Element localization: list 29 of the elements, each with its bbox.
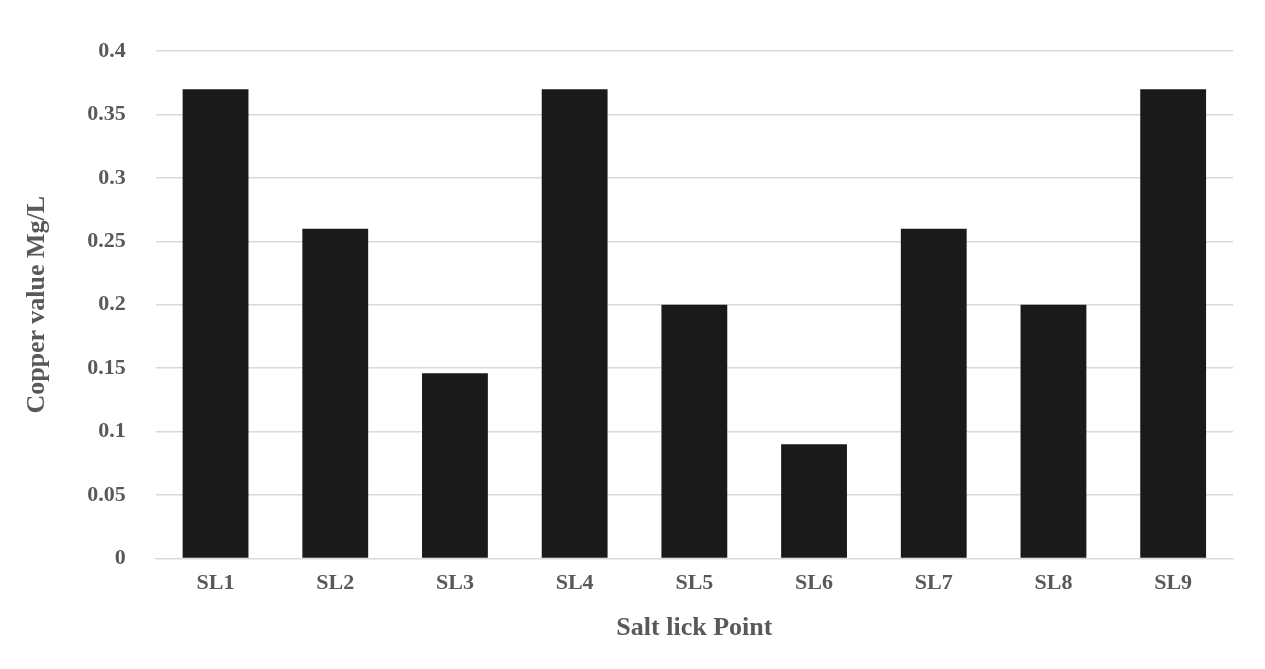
x-tick-label: SL2: [316, 569, 355, 595]
x-tick-label: SL9: [1154, 569, 1193, 595]
y-tick-label: 0.2: [98, 290, 126, 316]
x-axis-title: Salt lick Point: [616, 612, 773, 642]
y-tick-label: 0: [114, 544, 126, 570]
bar: [661, 304, 728, 558]
bar: [900, 228, 967, 558]
x-tick-label: SL8: [1034, 569, 1073, 595]
y-tick-label: 0.25: [87, 227, 126, 253]
y-tick-label: 0.15: [87, 353, 126, 379]
bar: [781, 444, 847, 558]
y-tick-label: 0.1: [98, 417, 126, 443]
bar: [541, 89, 608, 558]
bar: [182, 89, 249, 558]
bar: [1140, 89, 1207, 558]
x-tick-label: SL7: [914, 569, 953, 595]
x-tick-label: SL4: [555, 569, 594, 595]
y-tick-label: 0.3: [98, 163, 126, 189]
bar: [422, 373, 488, 558]
y-tick-label: 0.05: [87, 480, 126, 506]
x-tick-label: SL3: [435, 569, 474, 595]
bar: [302, 228, 369, 558]
y-tick-label: 0.35: [87, 100, 126, 126]
x-tick-label: SL6: [795, 569, 834, 595]
bar: [1020, 304, 1087, 558]
y-tick-label: 0.4: [98, 36, 126, 62]
x-tick-label: SL5: [675, 569, 714, 595]
y-axis-title: Copper value Mg/L: [21, 195, 51, 414]
x-tick-label: SL1: [196, 569, 235, 595]
